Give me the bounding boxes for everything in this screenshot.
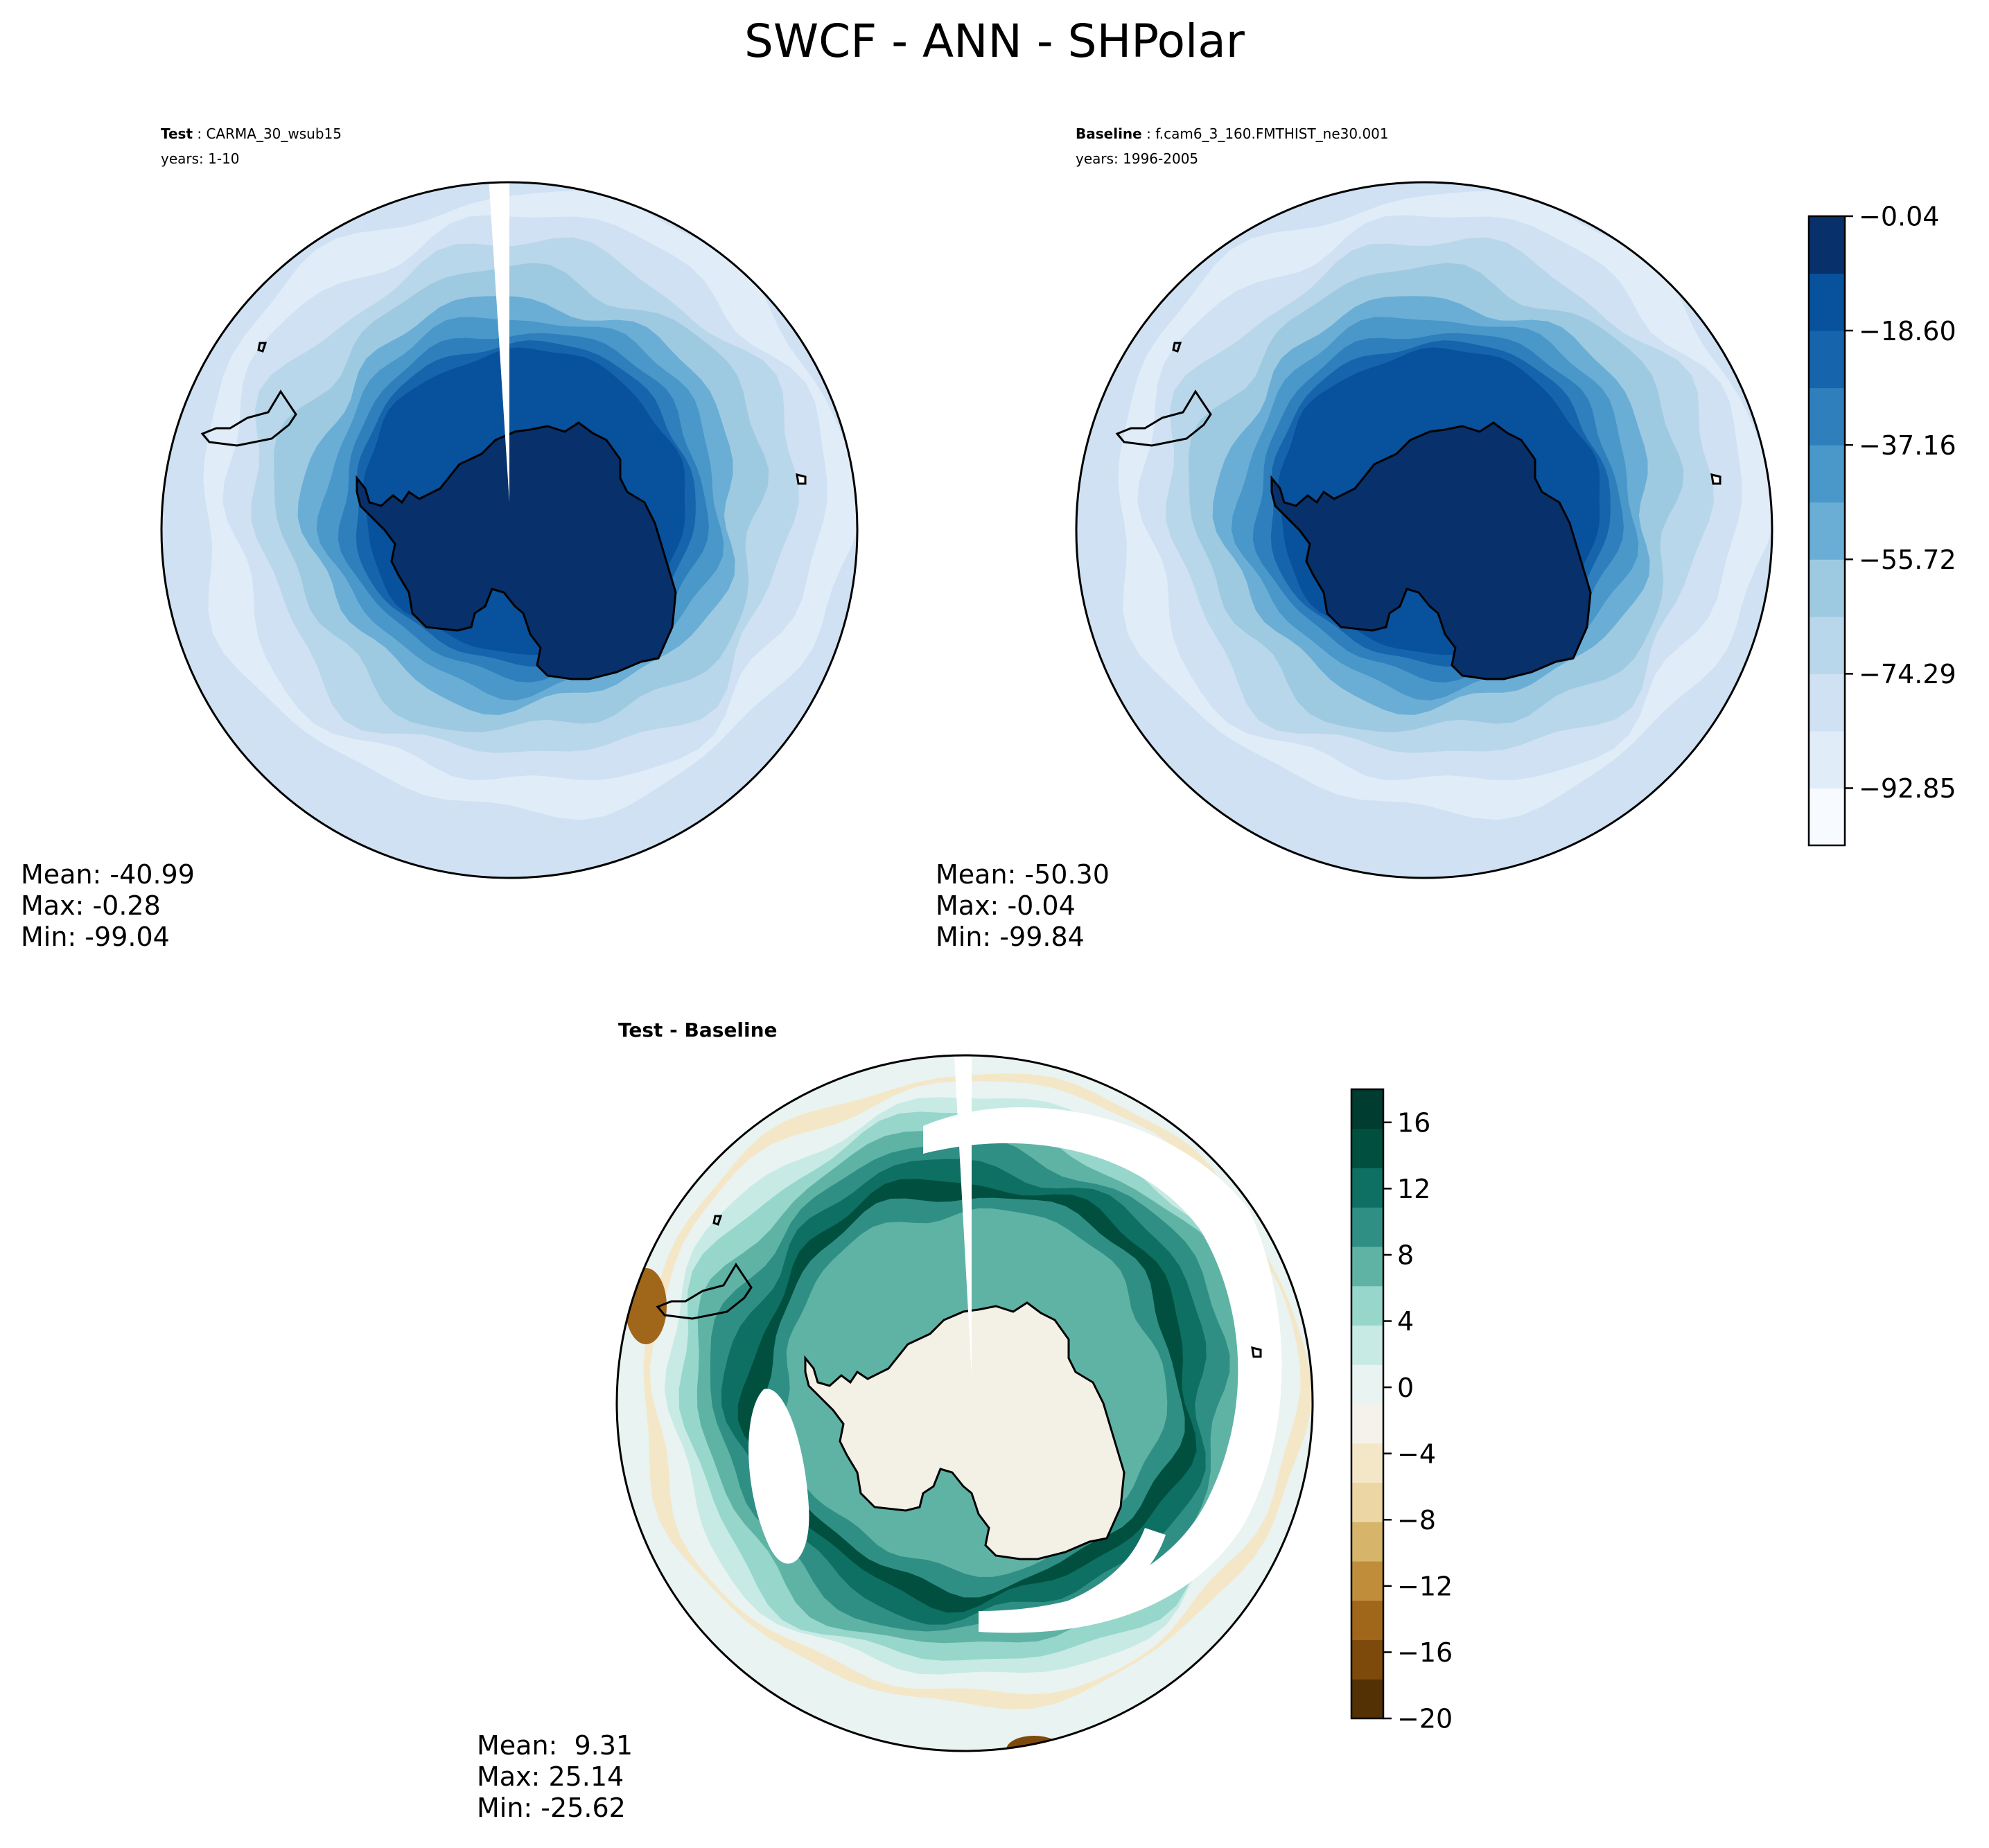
colorbar-segment (1809, 559, 1845, 617)
test-mean: Mean: -40.99 (21, 859, 195, 890)
difference-min: Min: -25.62 (477, 1793, 626, 1823)
coastline (1026, 1745, 1060, 1751)
baseline-label-case: f.cam6_3_160.FMTHIST_ne30.001 (1155, 125, 1388, 142)
panel-difference: Test - Baseline Mean: 9.31 Max: 25.14 Mi… (477, 1019, 1314, 1823)
colorbar-tick-label: 16 (1397, 1107, 1430, 1138)
difference-map-border (615, 1054, 1314, 1752)
baseline-map-border (1075, 181, 1773, 879)
coastline (1251, 1346, 1262, 1358)
test-map (161, 182, 857, 878)
colorbar-segment (1351, 1404, 1383, 1444)
test-label: Test : CARMA_30_wsub15 (161, 125, 342, 142)
colorbar-tick-label: 0 (1397, 1373, 1414, 1403)
colorbar-segment (1351, 1522, 1383, 1562)
baseline-label: Baseline : f.cam6_3_160.FMTHIST_ne30.001 (1076, 125, 1389, 142)
colorbar-segment (1351, 1482, 1383, 1522)
colorbar-segment (1351, 1128, 1383, 1168)
colorbar-tick-label: −55.72 (1859, 545, 1956, 575)
test-max: Max: -0.28 (21, 890, 161, 921)
colorbar-tick-label: 8 (1397, 1240, 1414, 1271)
colorbar-tick-label: −12 (1397, 1572, 1453, 1602)
coastline (257, 342, 268, 353)
test-label-bold: Test (161, 125, 193, 142)
colorbar-segment (1809, 445, 1845, 503)
panel-test: Test : CARMA_30_wsub15 years: 1-10 Mean:… (21, 125, 859, 952)
colorbar-segment (1809, 216, 1845, 274)
colorbar-segment (1351, 1443, 1383, 1483)
colorbar-tick-label: −20 (1397, 1704, 1453, 1734)
coastline (200, 389, 297, 447)
baseline-map (1076, 182, 1772, 878)
panel-baseline: Baseline : f.cam6_3_160.FMTHIST_ne30.001… (936, 125, 1773, 952)
colorbar-frame (1350, 1088, 1385, 1720)
baseline-max: Max: -0.04 (936, 890, 1076, 921)
antarctica-coastline (804, 1301, 1125, 1560)
colorbar-segment (1351, 1561, 1383, 1601)
colorbar-tick-label: −92.85 (1859, 773, 1956, 804)
difference-mean: Mean: 9.31 (477, 1730, 633, 1761)
colorbar-segment (1809, 331, 1845, 389)
colorbar-main: −0.04 −18.60 −37.16 −55.72 −74.29 −92.85 (1807, 202, 1956, 847)
baseline-label-bold: Baseline (1076, 125, 1142, 142)
coastline (1172, 342, 1182, 353)
coastline (1486, 872, 1520, 878)
antarctica-coastline (356, 421, 677, 680)
colorbar-segment (1351, 1325, 1383, 1365)
difference-label: Test - Baseline (618, 1019, 778, 1041)
missing-data-wedge (954, 1057, 972, 1375)
colorbar-tick-label: −74.29 (1859, 659, 1956, 689)
test-years: years: 1-10 (161, 150, 240, 167)
colorbar-frame (1807, 215, 1846, 847)
colorbar-tick-label: −8 (1397, 1505, 1436, 1535)
colorbar-tick-label: −16 (1397, 1637, 1453, 1668)
test-map-border (160, 181, 859, 879)
difference-map (617, 1055, 1313, 1751)
test-min: Min: -99.04 (21, 922, 170, 952)
baseline-mean: Mean: -50.30 (936, 859, 1110, 890)
missing-data-wedge (489, 182, 509, 502)
colorbar-segment (1351, 1207, 1383, 1247)
antarctica-coastline (1270, 421, 1592, 680)
colorbar-tick-label: 4 (1397, 1306, 1414, 1337)
coastline (1115, 389, 1212, 447)
colorbar-segment (1351, 1247, 1383, 1287)
colorbar-segment (1809, 502, 1845, 560)
colorbar-segment (1351, 1600, 1383, 1640)
colorbar-segment (1351, 1168, 1383, 1208)
coastline (571, 872, 605, 878)
colorbar-tick-label: −0.04 (1859, 202, 1939, 232)
colorbar-segment (1809, 616, 1845, 674)
colorbar-tick-label: −4 (1397, 1438, 1436, 1469)
coastline (656, 1262, 753, 1320)
baseline-years: years: 1996-2005 (1076, 150, 1198, 167)
missing-data-area (748, 1389, 809, 1564)
colorbar-tick-label: −18.60 (1859, 316, 1956, 346)
coastline (712, 1215, 723, 1226)
colorbar-segment (1809, 273, 1845, 331)
colorbar-tick-label: −37.16 (1859, 430, 1956, 461)
baseline-min: Min: -99.84 (936, 922, 1085, 952)
colorbar-segment (1351, 1285, 1383, 1326)
colorbar-segment (1809, 730, 1845, 789)
colorbar-segment (1351, 1364, 1383, 1405)
colorbar-segment (1351, 1639, 1383, 1680)
colorbar-segment (1351, 1679, 1383, 1719)
missing-data-area (985, 1528, 1166, 1632)
difference-max: Max: 25.14 (477, 1761, 624, 1792)
colorbar-segment (1809, 788, 1845, 846)
coastline (796, 473, 807, 485)
colorbar-segment (1809, 387, 1845, 446)
colorbar-segment (1809, 674, 1845, 732)
colorbar-segment (1351, 1089, 1383, 1129)
colorbar-diff: 16 12 8 4 0 −4 −8 −12 −16 −20 (1350, 1088, 1453, 1734)
colorbar-tick-label: 12 (1397, 1174, 1430, 1204)
figure-title: SWCF - ANN - SHPolar (744, 15, 1245, 68)
test-label-case: CARMA_30_wsub15 (206, 125, 342, 142)
coastline (1710, 473, 1721, 485)
